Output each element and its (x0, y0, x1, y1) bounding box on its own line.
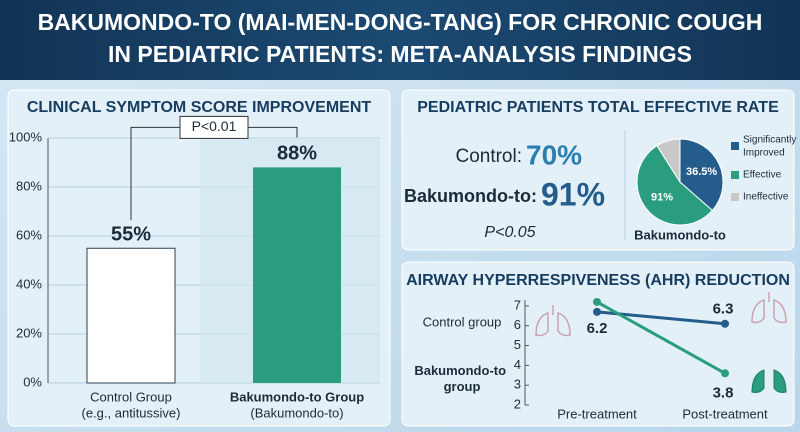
legend-swatch (731, 193, 739, 201)
p-value: P<0.05 (484, 224, 535, 241)
legend-label: Effective (743, 170, 782, 181)
x-tick-label: Pre-treatment (557, 406, 637, 421)
y-tick-label: 2 (514, 396, 521, 411)
bar (253, 167, 341, 383)
comparison-label: Bakumondo-to: (404, 186, 537, 206)
data-label: 6.3 (713, 301, 734, 318)
slice-annotation: 91% (651, 191, 673, 203)
y-tick-label: 6 (514, 317, 521, 332)
pie-slice (636, 145, 713, 226)
annotation: 6.2 (587, 320, 608, 337)
bar (86, 247, 176, 384)
pie-slice (656, 138, 681, 184)
page-title: IN PEDIATRIC PATIENTS: META-ANALYSIS FIN… (108, 41, 692, 67)
data-label: 55% (111, 224, 151, 246)
lung-icon (751, 369, 787, 393)
x-tick-label: Post-treatment (682, 406, 768, 421)
y-tick-label: 5 (514, 337, 521, 352)
comparison-value: 70% (526, 139, 582, 170)
point (721, 319, 729, 328)
chart-title: PEDIATRIC PATIENTS TOTAL EFFECTIVE RATE (417, 99, 779, 116)
legend-swatch (731, 171, 739, 179)
annotation: P<0.01 (192, 118, 237, 134)
y-tick-label: 40% (16, 276, 42, 291)
y-tick-label: 0% (23, 374, 42, 389)
lung-icon (535, 292, 787, 337)
pie-subtitle: Bakumondo-to (634, 227, 726, 242)
x-tick-label: Control Group (90, 389, 172, 404)
legend-label: Ineffective (743, 192, 789, 203)
legend-label: Significantly Improved (743, 134, 799, 158)
y-tick-label: 3 (514, 377, 521, 392)
slice-label: 36.5% (686, 166, 717, 178)
point (593, 297, 601, 306)
point (593, 307, 601, 316)
x-tick-note: (e.g., antitussive) (82, 405, 181, 420)
panel (401, 261, 795, 427)
y-tick-label: 4 (514, 357, 521, 372)
pie-slice (679, 138, 724, 212)
comparison-value: 91% (541, 176, 605, 212)
chart-title: CLINICAL SYMPTOM SCORE IMPROVEMENT (27, 99, 372, 116)
legend-swatch (731, 142, 739, 150)
y-tick-label: 100% (9, 129, 43, 144)
x-tick-label: Bakumondo-to Group (230, 389, 364, 404)
page-title: BAKUMONDO-TO (MAI-MEN-DONG-TANG) FOR CHR… (38, 9, 763, 35)
chart-title: AIRWAY HYPERRESPIVENESS (AHR) REDUCTION (406, 272, 790, 289)
y-tick-label: 7 (514, 297, 521, 312)
x-tick-note: (Bakumondo-to) (250, 405, 343, 420)
annotation-box (179, 115, 249, 139)
series-label: Bakumondo-to group (414, 363, 509, 394)
y-tick-label: 20% (16, 325, 42, 340)
data-label: 88% (277, 143, 317, 165)
series-label: Control group (423, 314, 502, 329)
point (721, 369, 729, 378)
y-tick-label: 60% (16, 227, 42, 242)
comparison-label: Control: (455, 146, 522, 167)
data-label: 3.8 (713, 384, 734, 401)
y-tick-label: 80% (16, 178, 42, 193)
series-line (596, 300, 726, 375)
header (0, 0, 800, 80)
